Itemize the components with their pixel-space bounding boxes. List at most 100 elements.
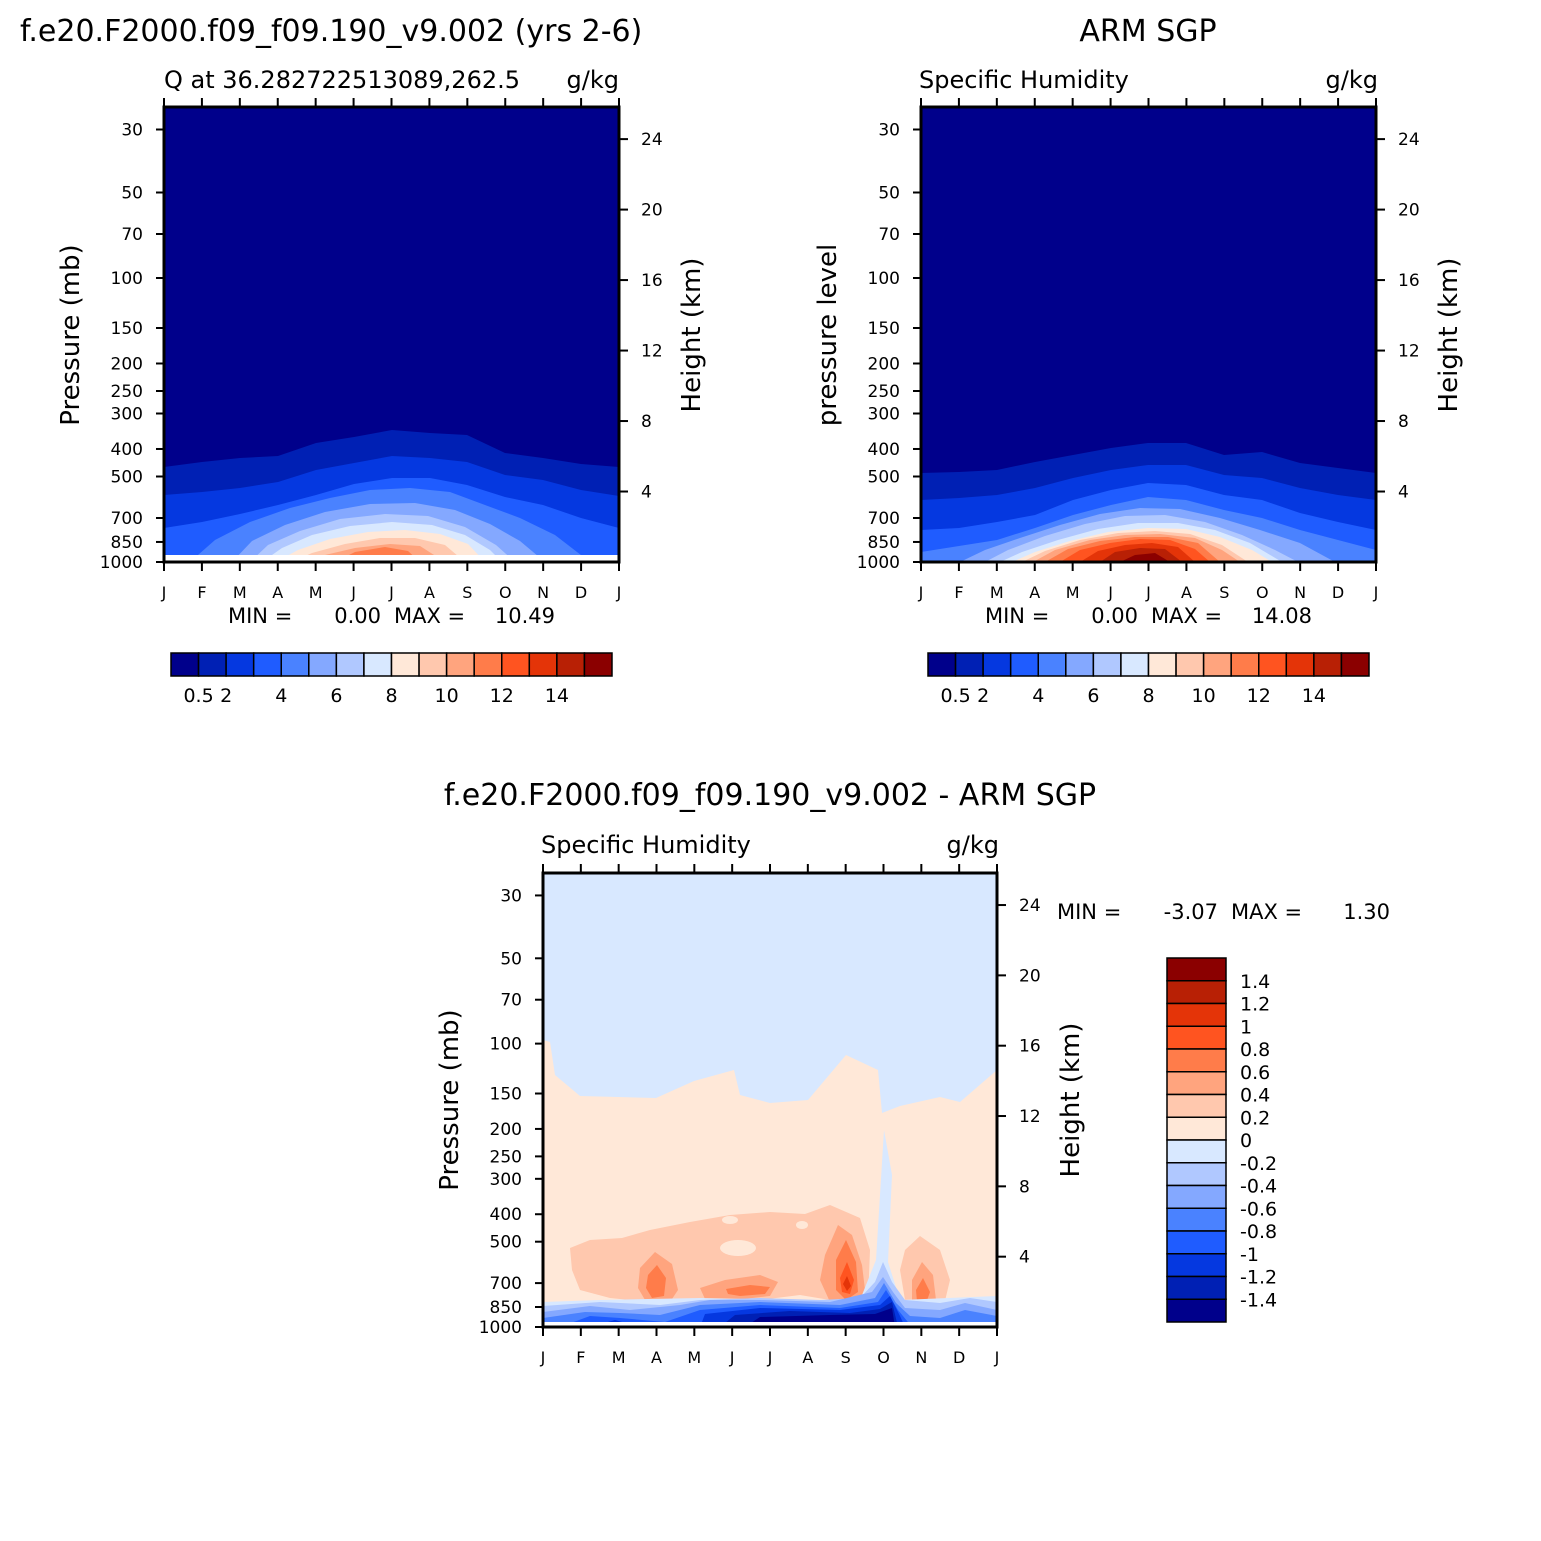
colorbar-swatch xyxy=(1166,957,1227,982)
colorbar-obs: 0.5 2 4 6 8 10 12 14 xyxy=(927,652,1370,707)
colorbar-label: 1 xyxy=(1240,1016,1252,1038)
colorbar-swatch xyxy=(1166,1253,1227,1278)
y-tick-label: 400 xyxy=(868,440,900,460)
colorbar-swatch xyxy=(390,652,420,677)
colorbar-label: 2 xyxy=(977,685,989,707)
panel-diff-field xyxy=(543,873,997,1327)
colorbar-swatch xyxy=(1166,1162,1227,1187)
colorbar-label: 6 xyxy=(1087,685,1099,707)
y-tick-label: 1000 xyxy=(479,1318,522,1338)
colorbar-label: 0.8 xyxy=(1240,1039,1270,1061)
colorbar-swatch xyxy=(1166,1184,1227,1209)
colorbar-swatch xyxy=(1037,652,1067,677)
x-tick-label: M xyxy=(612,1348,626,1367)
x-tick-label: J xyxy=(767,1348,773,1367)
x-tick-label: A xyxy=(802,1348,813,1367)
colorbar-label: 12 xyxy=(1247,685,1271,707)
panel-obs-ylabel-right: Height (km) xyxy=(1434,258,1464,413)
panel-obs-field xyxy=(921,107,1376,562)
x-tick-label: A xyxy=(1181,583,1192,602)
colorbar-label: 8 xyxy=(385,685,397,707)
colorbar-label: 0.2 xyxy=(1240,1107,1270,1129)
panel-obs-ylabel: pressure level xyxy=(813,244,843,426)
y-tick-label: 500 xyxy=(111,468,143,488)
colorbar-swatch xyxy=(1166,1048,1227,1073)
y-tick-label: 300 xyxy=(111,404,143,424)
panel-diff-units: g/kg xyxy=(947,831,999,859)
colorbar-swatch xyxy=(1285,652,1315,677)
x-tick-label: N xyxy=(915,1348,927,1367)
colorbar-swatch xyxy=(1166,980,1227,1005)
x-tick-label: J xyxy=(1107,583,1113,602)
colorbar-swatch xyxy=(1166,1275,1227,1300)
y2-tick-label: 20 xyxy=(1019,966,1041,986)
colorbar-swatch xyxy=(528,652,558,677)
colorbar-label: 4 xyxy=(1032,685,1044,707)
panel-model-min-value: 0.00 xyxy=(334,604,381,628)
panel-diff-left-label: Specific Humidity xyxy=(541,831,751,859)
colorbar-label: 6 xyxy=(330,685,342,707)
panel-model-field xyxy=(164,107,619,562)
colorbar-label: 4 xyxy=(275,685,287,707)
y-tick-label: 200 xyxy=(111,354,143,374)
y2-tick-label: 4 xyxy=(1398,483,1409,503)
colorbar-swatch xyxy=(1009,652,1039,677)
colorbar-label: 14 xyxy=(1302,685,1326,707)
colorbar-swatch xyxy=(927,652,957,677)
panel-model: f.e20.F2000.f09_f09.190_v9.002 (yrs 2-6)… xyxy=(20,14,707,707)
colorbar-swatch xyxy=(1202,652,1232,677)
colorbar-swatch xyxy=(1147,652,1177,677)
x-tick-label: S xyxy=(841,1348,851,1367)
panel-diff-min-value: -3.07 xyxy=(1164,900,1218,924)
y2-tick-label: 12 xyxy=(641,342,663,362)
colorbar-swatch xyxy=(1166,1002,1227,1027)
colorbar-swatch xyxy=(1166,1025,1227,1050)
colorbar-label: 0.5 xyxy=(940,685,970,707)
y-tick-label: 700 xyxy=(868,509,900,529)
colorbar-label: 10 xyxy=(1192,685,1216,707)
y2-tick-label: 16 xyxy=(1398,271,1420,291)
panel-model-units: g/kg xyxy=(567,66,619,94)
colorbar-label: -1 xyxy=(1240,1244,1259,1266)
colorbar-swatch xyxy=(363,652,393,677)
y2-tick-label: 20 xyxy=(1398,201,1420,221)
x-tick-label: O xyxy=(877,1348,890,1367)
x-tick-label: J xyxy=(994,1348,1000,1367)
y2-tick-label: 8 xyxy=(1398,412,1409,432)
y2-tick-label: 4 xyxy=(641,483,652,503)
colorbar-label: -0.6 xyxy=(1240,1198,1277,1220)
colorbar-swatch xyxy=(197,652,227,677)
colorbar-label: 0.5 xyxy=(183,685,213,707)
colorbar-swatch xyxy=(1340,652,1370,677)
colorbar-label: -0.8 xyxy=(1240,1221,1277,1243)
x-tick-label: D xyxy=(953,1348,965,1367)
x-tick-label: S xyxy=(1219,583,1229,602)
colorbar-label: 8 xyxy=(1142,685,1154,707)
panel-obs: ARM SGP Specific Humidity g/kg 305070100… xyxy=(813,14,1464,707)
panel-model-min-label: MIN = xyxy=(228,604,292,628)
x-tick-label: M xyxy=(309,583,323,602)
colorbar-swatch xyxy=(1120,652,1150,677)
x-tick-label: D xyxy=(575,583,587,602)
y-tick-label: 150 xyxy=(868,319,900,339)
y-tick-label: 250 xyxy=(490,1147,522,1167)
colorbar-swatch xyxy=(308,652,338,677)
y2-tick-label: 24 xyxy=(1398,130,1420,150)
colorbar-swatch xyxy=(1166,1230,1227,1255)
surface-gap xyxy=(164,555,619,562)
colorbar-label: 12 xyxy=(490,685,514,707)
panel-obs-title: ARM SGP xyxy=(1079,14,1216,49)
y-tick-label: 400 xyxy=(490,1205,522,1225)
x-tick-label: F xyxy=(954,583,963,602)
colorbar-swatch xyxy=(335,652,365,677)
y-tick-label: 150 xyxy=(111,319,143,339)
colorbar-label: 10 xyxy=(435,685,459,707)
colorbar-swatch xyxy=(583,652,613,677)
y-tick-label: 700 xyxy=(490,1274,522,1294)
y2-tick-label: 24 xyxy=(1019,896,1041,916)
colorbar-swatch xyxy=(556,652,586,677)
y-tick-label: 50 xyxy=(500,949,522,969)
y-tick-label: 50 xyxy=(878,183,900,203)
y-tick-label: 250 xyxy=(111,382,143,402)
